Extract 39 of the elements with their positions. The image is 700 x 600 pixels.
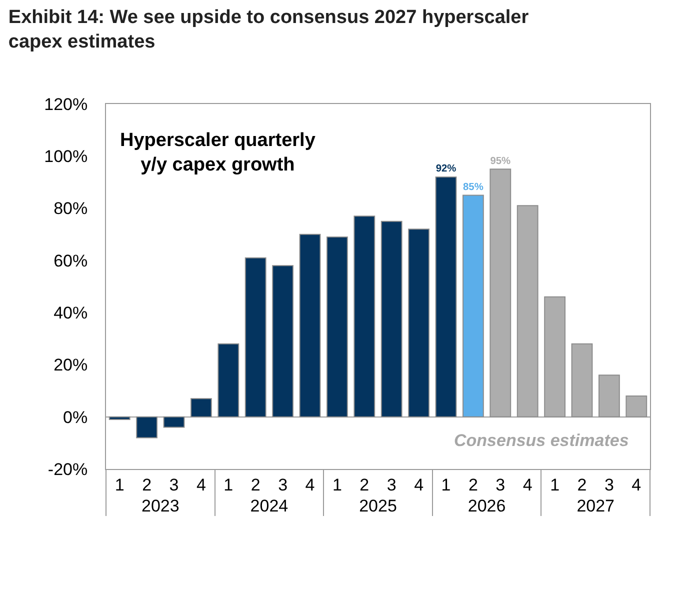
x-tick-label: 3 — [386, 475, 396, 494]
x-tick-label: 2 — [577, 475, 587, 494]
x-tick-label: 1 — [224, 475, 234, 494]
text: 2027 — [576, 496, 615, 516]
annotation: Consensus estimates — [454, 431, 629, 450]
y-tick-label: 60% — [54, 251, 88, 270]
y-tick-label: 0% — [63, 408, 88, 427]
y-tick-label: 120% — [44, 94, 88, 114]
x-tick-label: 1 — [550, 475, 560, 494]
x-tick-label: 4 — [414, 475, 424, 494]
y-tick-label: 100% — [44, 147, 88, 166]
y-tick-label: 40% — [54, 304, 88, 323]
text: 2024 — [250, 496, 288, 516]
text: 2025 — [359, 496, 397, 516]
x-tick-label: 3 — [278, 475, 288, 494]
y-tick-label: 20% — [54, 356, 88, 375]
x-tick-label: 4 — [632, 475, 642, 494]
x-tick-label: 2 — [360, 475, 370, 494]
text: Hyperscaler quarterly y/y capex growth — [120, 130, 316, 176]
x-tick-label: 2 — [250, 475, 260, 494]
y-tick-label: -20% — [48, 460, 88, 479]
x-tick-label: 2 — [142, 475, 152, 494]
text: 2026 — [468, 496, 506, 516]
x-tick-label: 4 — [305, 475, 315, 494]
x-tick-label: 1 — [332, 475, 342, 494]
x-tick-label: 3 — [169, 475, 179, 494]
x-tick-label: 1 — [114, 475, 124, 494]
data-label: 85% — [463, 182, 484, 193]
x-tick-label: 1 — [441, 475, 451, 494]
text: 2023 — [141, 496, 180, 516]
x-tick-label: 3 — [496, 475, 506, 494]
data-label: 92% — [436, 164, 456, 175]
x-tick-label: 2 — [468, 475, 478, 494]
x-tick-label: 4 — [196, 475, 206, 494]
data-label: 95% — [490, 156, 511, 167]
y-tick-label: 80% — [54, 199, 88, 218]
x-tick-label: 4 — [522, 475, 532, 494]
x-tick-label: 3 — [604, 475, 614, 494]
chart-title: Exhibit 14: We see upside to consensus 2027 hyperscaler capex estimates — [8, 6, 530, 52]
